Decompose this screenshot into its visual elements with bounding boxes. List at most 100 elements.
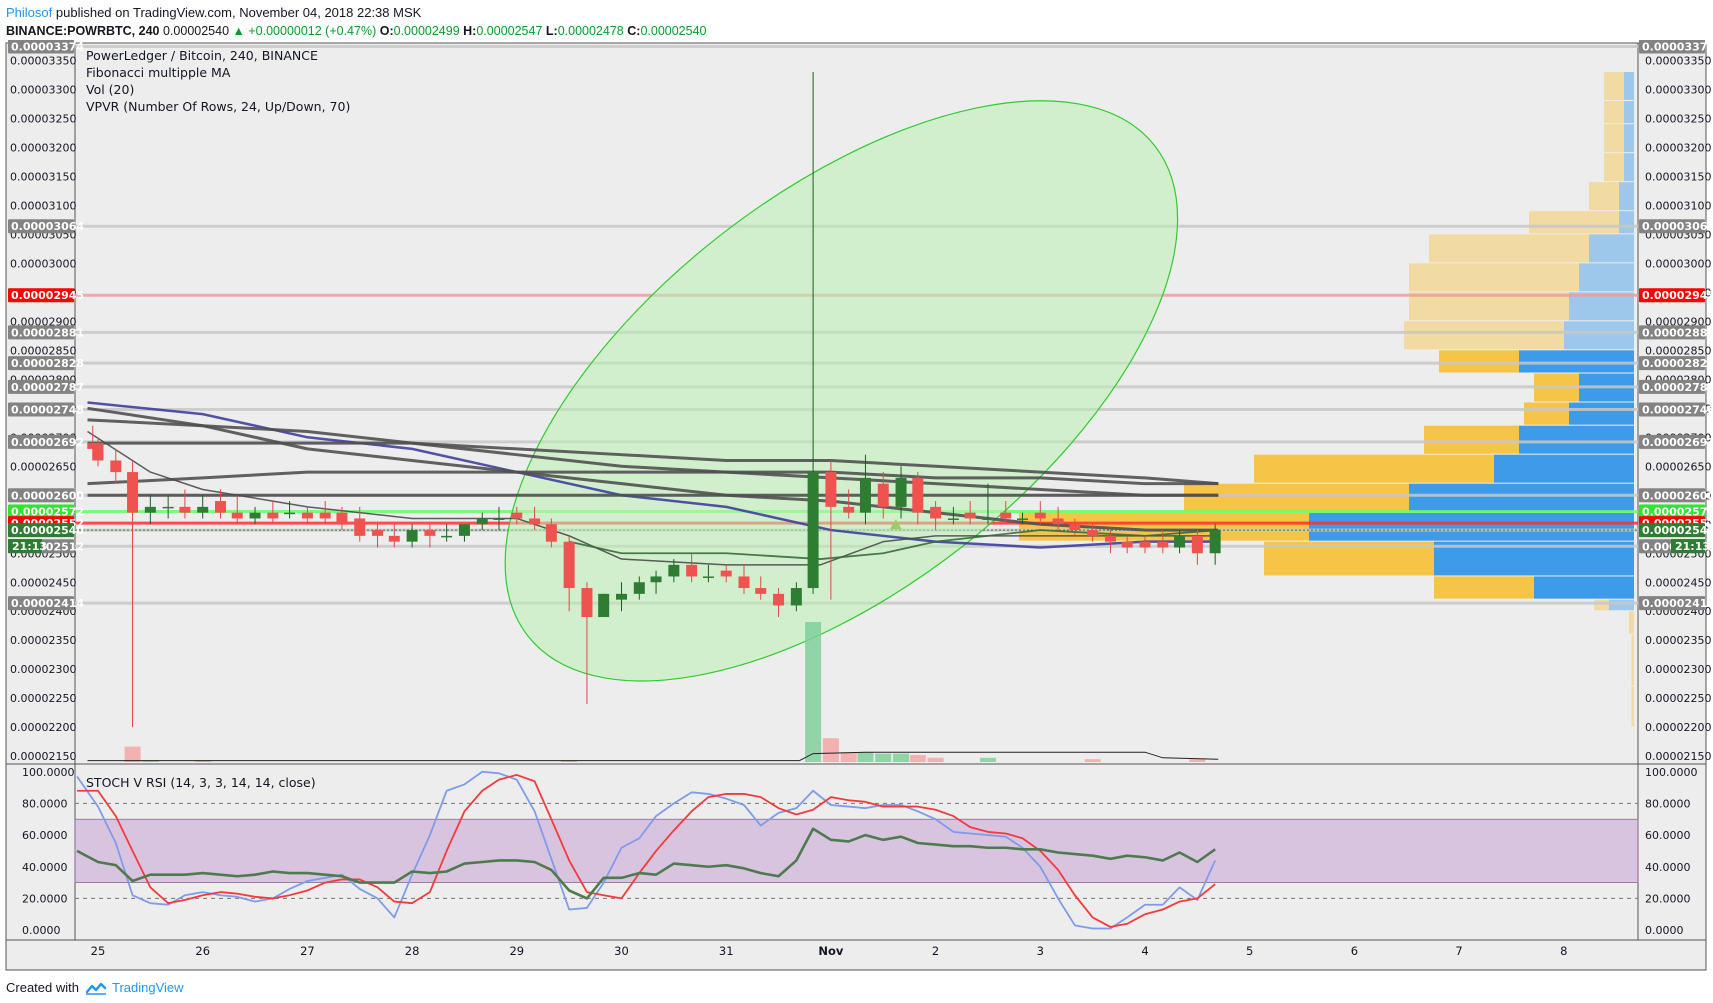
candle-body[interactable]: [214, 501, 226, 513]
candle-body[interactable]: [825, 472, 837, 507]
candle-body[interactable]: [1174, 535, 1186, 548]
candle-body[interactable]: [284, 512, 296, 515]
candle-body[interactable]: [388, 535, 400, 542]
time-tick-label: 3: [1037, 944, 1044, 958]
candle-body[interactable]: [529, 518, 541, 525]
candle-body[interactable]: [1121, 541, 1133, 548]
candle-body[interactable]: [947, 518, 959, 520]
candle-body[interactable]: [301, 512, 313, 519]
price-tag-right: [1639, 288, 1705, 303]
candle-body[interactable]: [372, 530, 384, 536]
price-tag-right: [1639, 219, 1705, 234]
candle-body[interactable]: [807, 472, 819, 589]
candle-body[interactable]: [1069, 524, 1081, 531]
candle-body[interactable]: [859, 477, 871, 513]
candle-body[interactable]: [231, 512, 243, 519]
candle-body[interactable]: [354, 518, 366, 536]
candle-body[interactable]: [493, 518, 505, 520]
vpvr-down-bar: [1564, 321, 1634, 350]
candle-body[interactable]: [1209, 530, 1221, 554]
price-tag-left: [8, 288, 74, 303]
chart-canvas[interactable]: 0.00002150 0.00002150 0.00002200 0.00002200…: [0, 40, 1713, 975]
candle-body[interactable]: [424, 530, 436, 536]
vpvr-up-bar: [1409, 263, 1579, 292]
candle-body[interactable]: [668, 564, 680, 577]
vpvr-up-bar: [1184, 483, 1409, 512]
candle-body[interactable]: [912, 477, 924, 513]
countdown-tag-right: [1671, 539, 1705, 554]
vpvr-up-bar: [1254, 454, 1494, 483]
candle-body[interactable]: [598, 593, 610, 618]
tradingview-link[interactable]: TradingView: [85, 977, 184, 999]
vpvr-up-bar: [1604, 100, 1624, 124]
candle-body[interactable]: [1052, 518, 1064, 525]
candle-body[interactable]: [790, 588, 802, 606]
candle-body[interactable]: [702, 576, 714, 578]
candle-body[interactable]: [197, 506, 209, 513]
candle-body[interactable]: [755, 588, 767, 594]
candle-body[interactable]: [1191, 535, 1203, 554]
candle-body[interactable]: [144, 506, 156, 513]
candle-body[interactable]: [179, 506, 191, 513]
candle-body[interactable]: [1000, 512, 1012, 519]
candle-body[interactable]: [773, 593, 785, 606]
volume-bar: [142, 760, 159, 762]
candle-body[interactable]: [581, 588, 593, 618]
candle-body[interactable]: [110, 460, 122, 473]
candle-body[interactable]: [458, 524, 470, 536]
time-tick-label: 27: [300, 944, 315, 958]
candle-body[interactable]: [1104, 535, 1116, 542]
candle-body[interactable]: [162, 506, 174, 509]
candle-body[interactable]: [1034, 512, 1046, 519]
candle-body[interactable]: [686, 564, 698, 577]
candle-body[interactable]: [1017, 518, 1029, 520]
volume-bar: [1189, 759, 1206, 762]
author-link[interactable]: Philosof: [6, 5, 53, 20]
low-label: L:: [545, 24, 558, 38]
candle-body[interactable]: [406, 530, 418, 542]
time-axis[interactable]: 25 26 27 28 29 30 31 Nov 2 3 4 5 6 7 8: [91, 944, 1568, 958]
candle-body[interactable]: [877, 483, 889, 507]
candle-body[interactable]: [1087, 530, 1099, 536]
price-tick-left: 0.00002450: [10, 576, 76, 589]
candle-body[interactable]: [511, 512, 523, 519]
vpvr-up-bar: [1409, 292, 1569, 321]
candle-body[interactable]: [616, 593, 627, 600]
candle-body[interactable]: [895, 477, 907, 507]
price-tick-left: 0.00003150: [10, 170, 76, 183]
stoch-pane[interactable]: 0.0000 0.0000 20.0000 20.0000 40.0000 40.0000…: [22, 766, 1698, 937]
candle-body[interactable]: [720, 570, 732, 577]
candle-body[interactable]: [249, 512, 261, 519]
candle-body[interactable]: [650, 576, 662, 583]
candle-body[interactable]: [92, 443, 104, 461]
candle-body[interactable]: [1157, 541, 1169, 548]
candle-body[interactable]: [633, 582, 645, 594]
vpvr-up-bar: [1429, 234, 1589, 263]
candle-body[interactable]: [336, 512, 348, 525]
candle-body[interactable]: [476, 518, 488, 525]
last-price: 0.00002540: [162, 24, 230, 38]
candle-body[interactable]: [1139, 541, 1151, 548]
ellipse-drawing[interactable]: [406, 40, 1276, 791]
candle-body[interactable]: [563, 541, 575, 589]
vpvr-down-bar: [1519, 425, 1634, 454]
candle-body[interactable]: [441, 535, 453, 538]
vpvr-up-bar: [1604, 124, 1624, 153]
candle-body[interactable]: [319, 512, 331, 519]
time-tick-label: Nov: [818, 944, 844, 958]
candle-body[interactable]: [738, 576, 750, 589]
price-pane[interactable]: 0.00002150 0.00002150 0.00002200 0.00002200…: [6, 40, 1713, 941]
candle-body[interactable]: [964, 512, 976, 519]
candle-body[interactable]: [267, 512, 279, 519]
price-tag-left: [8, 219, 74, 234]
candle-body[interactable]: [127, 472, 139, 513]
price-tick-right: 0.00002900: [1645, 315, 1711, 328]
volume-bar: [840, 752, 857, 762]
price-tick-left: 0.00003000: [10, 257, 76, 270]
candle-body[interactable]: [982, 518, 994, 520]
price-tag-right-text: 0.00003064: [1642, 220, 1713, 233]
candle-body[interactable]: [545, 524, 557, 542]
price-tick-left: 0.00003200: [10, 141, 76, 154]
candle-body[interactable]: [843, 506, 855, 513]
candle-body[interactable]: [930, 506, 942, 519]
